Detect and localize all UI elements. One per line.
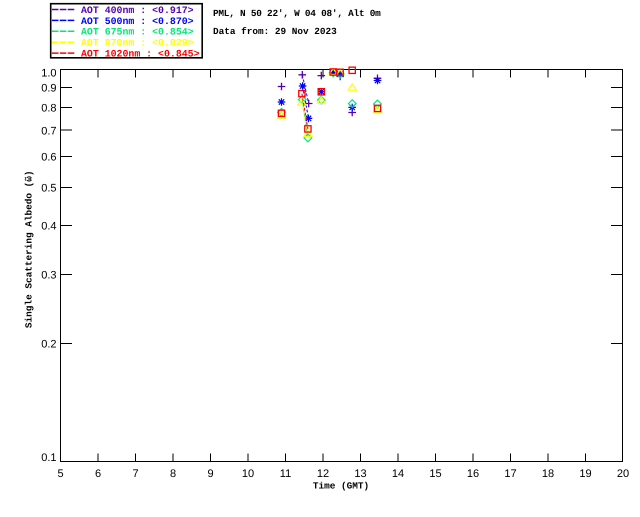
svg-text:14: 14: [392, 468, 404, 480]
svg-text:10: 10: [242, 468, 254, 480]
svg-text:6: 6: [95, 468, 101, 480]
svg-text:16: 16: [467, 468, 479, 480]
svg-text:0.3: 0.3: [41, 270, 56, 282]
svg-text:0.7: 0.7: [41, 125, 56, 137]
svg-text:5: 5: [57, 468, 63, 480]
svg-text:11: 11: [280, 468, 291, 480]
svg-text:0.5: 0.5: [41, 183, 56, 195]
svg-text:0.1: 0.1: [41, 452, 56, 464]
svg-text:Data from: 29 Nov 2023: Data from: 29 Nov 2023: [213, 26, 337, 37]
svg-text:AOT 675nm : <0.854>: AOT 675nm : <0.854>: [81, 27, 194, 38]
svg-text:AOT 400nm : <0.917>: AOT 400nm : <0.917>: [81, 5, 194, 16]
svg-text:PML, N 50 22', W 04 08', Alt 0: PML, N 50 22', W 04 08', Alt 0m: [213, 8, 381, 19]
svg-text:8: 8: [170, 468, 176, 480]
svg-text:7: 7: [132, 468, 138, 480]
svg-text:Single Scattering Albedo (ῶ): Single Scattering Albedo (ῶ): [24, 171, 35, 329]
svg-text:1.0: 1.0: [41, 67, 56, 79]
svg-text:20: 20: [617, 468, 629, 480]
svg-text:Time (GMT): Time (GMT): [313, 480, 369, 491]
svg-text:9: 9: [207, 468, 213, 480]
svg-text:0.9: 0.9: [41, 83, 56, 95]
svg-text:0.4: 0.4: [41, 221, 56, 233]
svg-text:12: 12: [317, 468, 329, 480]
svg-text:AOT 1020nm : <0.845>: AOT 1020nm : <0.845>: [81, 49, 200, 60]
svg-text:15: 15: [429, 468, 441, 480]
svg-text:18: 18: [542, 468, 554, 480]
svg-text:13: 13: [354, 468, 366, 480]
svg-text:AOT 500nm : <0.870>: AOT 500nm : <0.870>: [81, 16, 194, 27]
svg-text:0.8: 0.8: [41, 103, 56, 115]
svg-text:19: 19: [579, 468, 591, 480]
svg-text:AOT 870nm : <0.829>: AOT 870nm : <0.829>: [81, 38, 194, 49]
svg-text:0.6: 0.6: [41, 152, 56, 164]
svg-text:17: 17: [504, 468, 516, 480]
svg-text:0.2: 0.2: [41, 339, 56, 351]
